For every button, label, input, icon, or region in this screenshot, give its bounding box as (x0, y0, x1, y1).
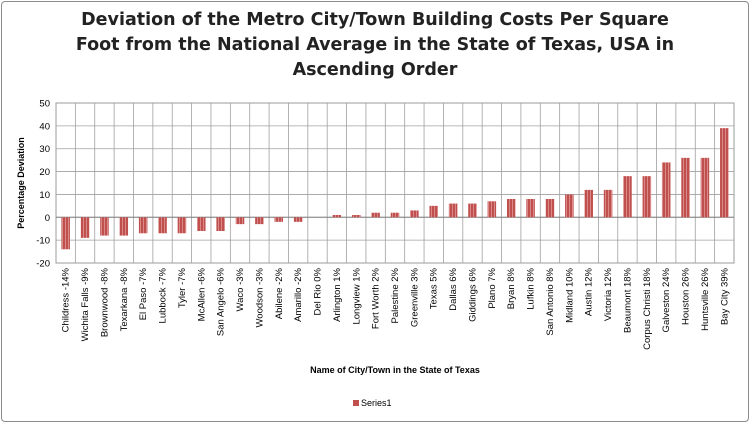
y-tick-label: 20 (39, 167, 50, 178)
bar (565, 194, 574, 218)
y-tick-label: -20 (36, 259, 50, 270)
bar (700, 157, 710, 218)
x-tick-label: Midland 10% (564, 267, 575, 322)
plot-area (55, 102, 735, 264)
bar (603, 189, 613, 218)
x-tick-label: Childress -14% (61, 267, 72, 332)
bar (332, 215, 342, 218)
x-tick-label: Corpus Christi 18% (642, 267, 653, 349)
x-tick-label: Bryan 8% (506, 267, 517, 309)
x-tick-label: Galveston 24% (661, 267, 672, 332)
legend-swatch-series1 (353, 400, 359, 406)
x-tick-label: Huntsville 26% (700, 267, 711, 330)
y-tick-label: 0 (45, 213, 50, 224)
bar (177, 217, 187, 234)
x-tick-label: Plano 7% (487, 267, 498, 308)
legend-label-series1: Series1 (361, 398, 392, 408)
bar (468, 203, 477, 218)
legend: Series1 (353, 398, 392, 408)
x-tick-label: Amarillo -2% (293, 267, 304, 321)
x-tick-label: El Paso -7% (138, 267, 149, 320)
bar (158, 217, 167, 234)
chart-title: Deviation of the Metro City/Town Buildin… (75, 10, 675, 80)
x-tick-label: Tyler -7% (177, 267, 188, 308)
bar (100, 217, 109, 236)
x-tick-label: Brownwood -8% (99, 267, 110, 337)
x-tick-label: Houston 26% (681, 267, 692, 325)
x-tick-label: Palestine 2% (390, 267, 401, 323)
bar (448, 203, 458, 218)
x-tick-label: Beaumont 18% (622, 267, 633, 333)
bar (255, 217, 264, 225)
x-tick-label: Arlington 1% (332, 267, 343, 321)
x-tick-label: Woodson -3% (254, 267, 265, 327)
y-tick-label: 30 (39, 144, 50, 155)
bar (293, 217, 303, 222)
x-tick-label: Dallas 6% (448, 267, 459, 310)
x-tick-label: Lubbock -7% (158, 267, 169, 323)
bar (545, 199, 555, 218)
bar (487, 201, 497, 218)
x-tick-label: McAllen -6% (196, 267, 207, 321)
bar (119, 217, 129, 236)
bar (506, 199, 516, 218)
x-tick-label: Longview 1% (351, 267, 362, 324)
x-tick-label: Lufkin 8% (526, 267, 537, 309)
bar (720, 128, 729, 218)
bar (526, 199, 535, 218)
bar (61, 217, 70, 250)
x-tick-label: Bay City 39% (719, 267, 730, 325)
bar (235, 217, 245, 225)
bar (138, 217, 148, 234)
bar (410, 210, 419, 218)
bar (661, 162, 671, 218)
bar (390, 212, 400, 218)
x-tick-label: Giddings 6% (467, 267, 478, 321)
x-axis-title: Name of City/Town in the State of Texas (310, 365, 480, 375)
x-tick-label: Wichita Falls -9% (80, 267, 91, 341)
x-tick-label: Austin 12% (584, 267, 595, 316)
x-tick-label: Texarkana -8% (119, 267, 130, 331)
bar (351, 215, 361, 218)
bar (216, 217, 225, 231)
y-tick-label: 40 (39, 121, 50, 132)
x-tick-label: Waco -3% (235, 267, 246, 311)
x-tick-label: San Angelo -6% (216, 267, 227, 336)
x-tick-label: Abilene -2% (274, 267, 285, 319)
bar (681, 157, 690, 218)
y-tick-label: -10 (36, 236, 50, 247)
x-tick-label: Del Rio 0% (313, 267, 324, 315)
bar (584, 189, 593, 218)
bar (623, 176, 632, 218)
bar (80, 217, 90, 238)
y-axis-title: Percentage Deviation (16, 137, 26, 229)
y-tick-label: 10 (39, 190, 50, 201)
y-tick-label: 50 (39, 99, 50, 110)
x-tick-label: Fort Worth 2% (371, 267, 382, 329)
x-tick-label: Victoria 12% (603, 267, 614, 321)
bar (642, 176, 652, 218)
x-tick-label: Greenville 3% (409, 267, 420, 327)
bar (371, 212, 380, 218)
bar (197, 217, 206, 231)
x-tick-label: San Antonio 8% (545, 267, 556, 335)
bar (274, 217, 284, 222)
bar (429, 205, 439, 218)
x-tick-label: Texas 5% (429, 267, 440, 309)
